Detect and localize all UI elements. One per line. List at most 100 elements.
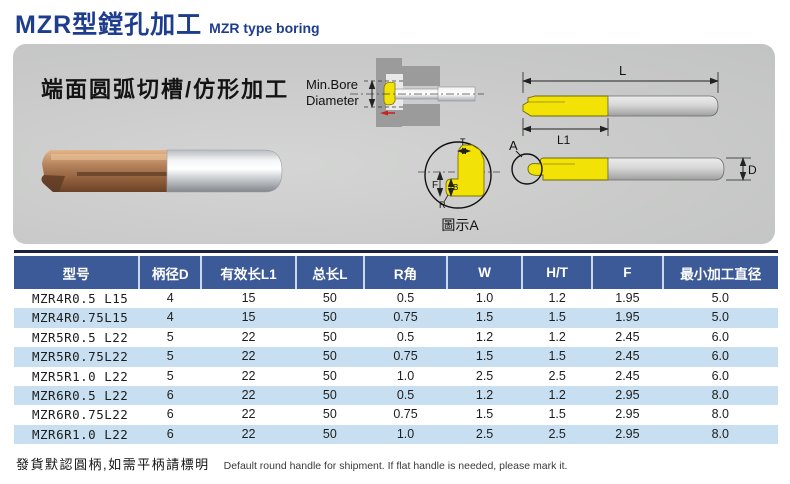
table-header-cell: 最小加工直径: [661, 256, 778, 289]
model-cell: MZR6R1.0 L22: [32, 426, 129, 442]
value-cell: 1.95: [615, 291, 640, 305]
a-callout-circle: [511, 153, 543, 185]
value-cell: 50: [322, 368, 337, 383]
dim-f-label: F: [432, 180, 438, 191]
value-cell: 22: [241, 368, 256, 383]
dim-b-label: B: [453, 183, 458, 192]
table-row: MZR6R0.75L22 6 22 50 0.75 1.5 1.5 2.95 8.0: [14, 405, 778, 424]
tool-photo-head: [41, 150, 167, 192]
value-cell: 50: [322, 291, 337, 305]
spec-table-section: 型号 柄径D 有效长L1 总长L R角 W H/T F 最小加工直径 MZR4R0.5 L15 4…: [14, 250, 778, 445]
tool-photo: [41, 149, 283, 193]
table-row: MZR5R0.5 L22 5 22 50 0.5 1.2 1.2 2.45 6.0: [14, 328, 778, 347]
table-row: MZR5R1.0 L22 5 22 50 1.0 2.5 2.5 2.45 6.0: [14, 367, 778, 386]
table-header-cell: 总长L: [294, 256, 364, 289]
value-cell: 50: [322, 349, 337, 364]
feed-arrow: [380, 110, 388, 116]
value-cell: 1.95: [615, 310, 640, 325]
table-row: MZR6R1.0 L22 6 22 50 1.0 2.5 2.5 2.95 8.0: [14, 424, 778, 445]
value-cell: 5: [166, 368, 174, 383]
value-cell: 0.75: [393, 349, 418, 364]
footer-note-en: Default round handle for shipment. If fl…: [223, 460, 568, 472]
model-cell: MZR6R0.75L22: [32, 407, 129, 423]
dim-t-label: T: [460, 137, 466, 147]
value-cell: 22: [241, 407, 256, 422]
model-cell: MZR4R0.5 L15: [32, 291, 129, 306]
value-cell: 2.5: [475, 426, 494, 441]
value-cell: 2.5: [475, 368, 494, 383]
a-callout-leader: [515, 150, 523, 158]
table-header-cell: H/T: [520, 256, 593, 289]
value-cell: 2.95: [615, 426, 640, 441]
value-cell: 1.5: [548, 349, 566, 364]
dim-r-label: R: [439, 200, 446, 210]
value-cell: 5.0: [711, 291, 729, 305]
min-bore-label-line1: Min.Bore: [306, 77, 358, 92]
value-cell: 15: [241, 310, 256, 325]
model-cell: MZR4R0.75L15: [32, 310, 129, 326]
value-cell: 6: [166, 407, 174, 422]
value-cell: 2.5: [548, 426, 566, 441]
bottom-tool-shank: [607, 157, 725, 181]
dim-r-leader: [443, 194, 449, 203]
value-cell: 8.0: [711, 388, 729, 403]
table-header-cell: R角: [362, 256, 448, 289]
table-header-cell: W: [446, 256, 522, 289]
table-row: MZR4R0.75L15 4 15 50 0.75 1.5 1.5 1.95 5.0: [14, 308, 778, 328]
value-cell: 50: [322, 388, 337, 403]
min-bore-label-line2: Diameter: [306, 93, 359, 108]
top-tool-head: [522, 95, 609, 117]
value-cell: 0.5: [396, 291, 415, 305]
value-cell: 4: [166, 310, 174, 325]
dim-a-label: A: [509, 138, 518, 153]
tool-photo-seam: [77, 172, 167, 176]
value-cell: 8.0: [711, 407, 729, 422]
value-cell: 1.0: [396, 368, 415, 383]
value-cell: 1.2: [548, 388, 566, 403]
value-cell: 0.75: [393, 407, 418, 422]
tool-photo-shank: [166, 149, 283, 193]
detail-tool-profile: [445, 144, 485, 197]
dim-l1-label: L1: [557, 133, 571, 147]
table-header-cell: 有效长L1: [200, 256, 296, 289]
table-header-cell: 柄径D: [138, 256, 202, 289]
value-cell: 50: [322, 407, 337, 422]
value-cell: 1.5: [475, 310, 494, 325]
model-cell: MZR5R0.5 L22: [32, 329, 129, 345]
bottom-tool-head: [527, 157, 609, 181]
tool-photo-tip-notch: [41, 175, 65, 192]
value-cell: 50: [322, 329, 337, 344]
model-cell: MZR5R1.0 L22: [32, 368, 129, 384]
value-cell: 1.2: [475, 388, 494, 403]
value-cell: 6.0: [711, 368, 729, 383]
table-header-row: 型号 柄径D 有效长L1 总长L R角 W H/T F 最小加工直径: [14, 256, 778, 289]
dim-d-label: D: [748, 163, 757, 177]
footer-note: 發貨默認圓柄,如需平柄請標明 Default round handle for s…: [16, 454, 567, 474]
value-cell: 1.2: [548, 291, 566, 305]
top-tool-shank: [607, 95, 719, 117]
value-cell: 6.0: [711, 349, 729, 364]
table-top-rule: [14, 250, 778, 253]
value-cell: 6: [166, 426, 174, 441]
value-cell: 50: [322, 426, 337, 441]
detail-circle: [424, 141, 492, 209]
value-cell: 5: [166, 329, 174, 344]
value-cell: 8.0: [711, 426, 729, 441]
value-cell: 1.5: [548, 407, 566, 422]
page-subtitle: MZR type boring: [209, 20, 320, 36]
value-cell: 2.45: [615, 368, 640, 383]
value-cell: 1.5: [475, 407, 494, 422]
table-row: MZR4R0.5 L15 4 15 50 0.5 1.0 1.2 1.95 5.0: [14, 289, 778, 308]
illustration-panel: 端面圆弧切槽/仿形加工 Min.Bore Diameter: [13, 44, 775, 244]
value-cell: 1.2: [475, 329, 494, 344]
value-cell: 22: [241, 426, 256, 441]
value-cell: 5.0: [711, 310, 729, 325]
value-cell: 1.0: [475, 291, 494, 305]
value-cell: 22: [241, 329, 256, 344]
value-cell: 1.0: [396, 426, 415, 441]
value-cell: 5: [166, 349, 174, 364]
value-cell: 4: [166, 291, 174, 305]
value-cell: 2.95: [615, 388, 640, 403]
value-cell: 1.5: [548, 310, 566, 325]
value-cell: 0.5: [396, 388, 415, 403]
